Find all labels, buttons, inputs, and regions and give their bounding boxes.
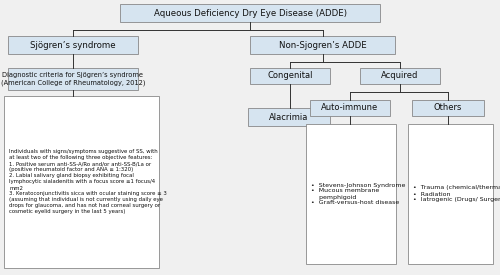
Text: Others: Others — [434, 103, 462, 112]
FancyBboxPatch shape — [360, 68, 440, 84]
FancyBboxPatch shape — [120, 4, 380, 22]
FancyBboxPatch shape — [412, 100, 484, 116]
FancyBboxPatch shape — [4, 96, 159, 268]
Text: Sjögren’s syndrome: Sjögren’s syndrome — [30, 40, 116, 50]
FancyBboxPatch shape — [310, 100, 390, 116]
Text: Congenital: Congenital — [267, 72, 313, 81]
Text: Aqueous Deficiency Dry Eye Disease (ADDE): Aqueous Deficiency Dry Eye Disease (ADDE… — [154, 9, 346, 18]
Text: Auto-immune: Auto-immune — [322, 103, 378, 112]
Text: Acquired: Acquired — [382, 72, 418, 81]
Text: Alacrimia: Alacrimia — [270, 112, 308, 122]
FancyBboxPatch shape — [306, 124, 396, 264]
FancyBboxPatch shape — [408, 124, 493, 264]
FancyBboxPatch shape — [8, 68, 138, 90]
Text: •  Stevens-Johnson Syndrome
•  Mucous membrane
    pemphigoid
•  Graft-versus-ho: • Stevens-Johnson Syndrome • Mucous memb… — [311, 183, 406, 205]
Text: Individuals with signs/symptoms suggestive of SS, with
at least two of the follo: Individuals with signs/symptoms suggesti… — [9, 150, 167, 214]
FancyBboxPatch shape — [248, 108, 330, 126]
Text: Non-Sjogren’s ADDE: Non-Sjogren’s ADDE — [278, 40, 366, 50]
Text: Diagnostic criteria for Sjögren’s syndrome
(American College of Rheumatology, 20: Diagnostic criteria for Sjögren’s syndro… — [1, 72, 145, 86]
Text: •  Trauma (chemical/thermal)
•  Radiation
•  Iatrogenic (Drugs/ Surgery): • Trauma (chemical/thermal) • Radiation … — [413, 186, 500, 202]
FancyBboxPatch shape — [250, 36, 395, 54]
FancyBboxPatch shape — [250, 68, 330, 84]
FancyBboxPatch shape — [8, 36, 138, 54]
